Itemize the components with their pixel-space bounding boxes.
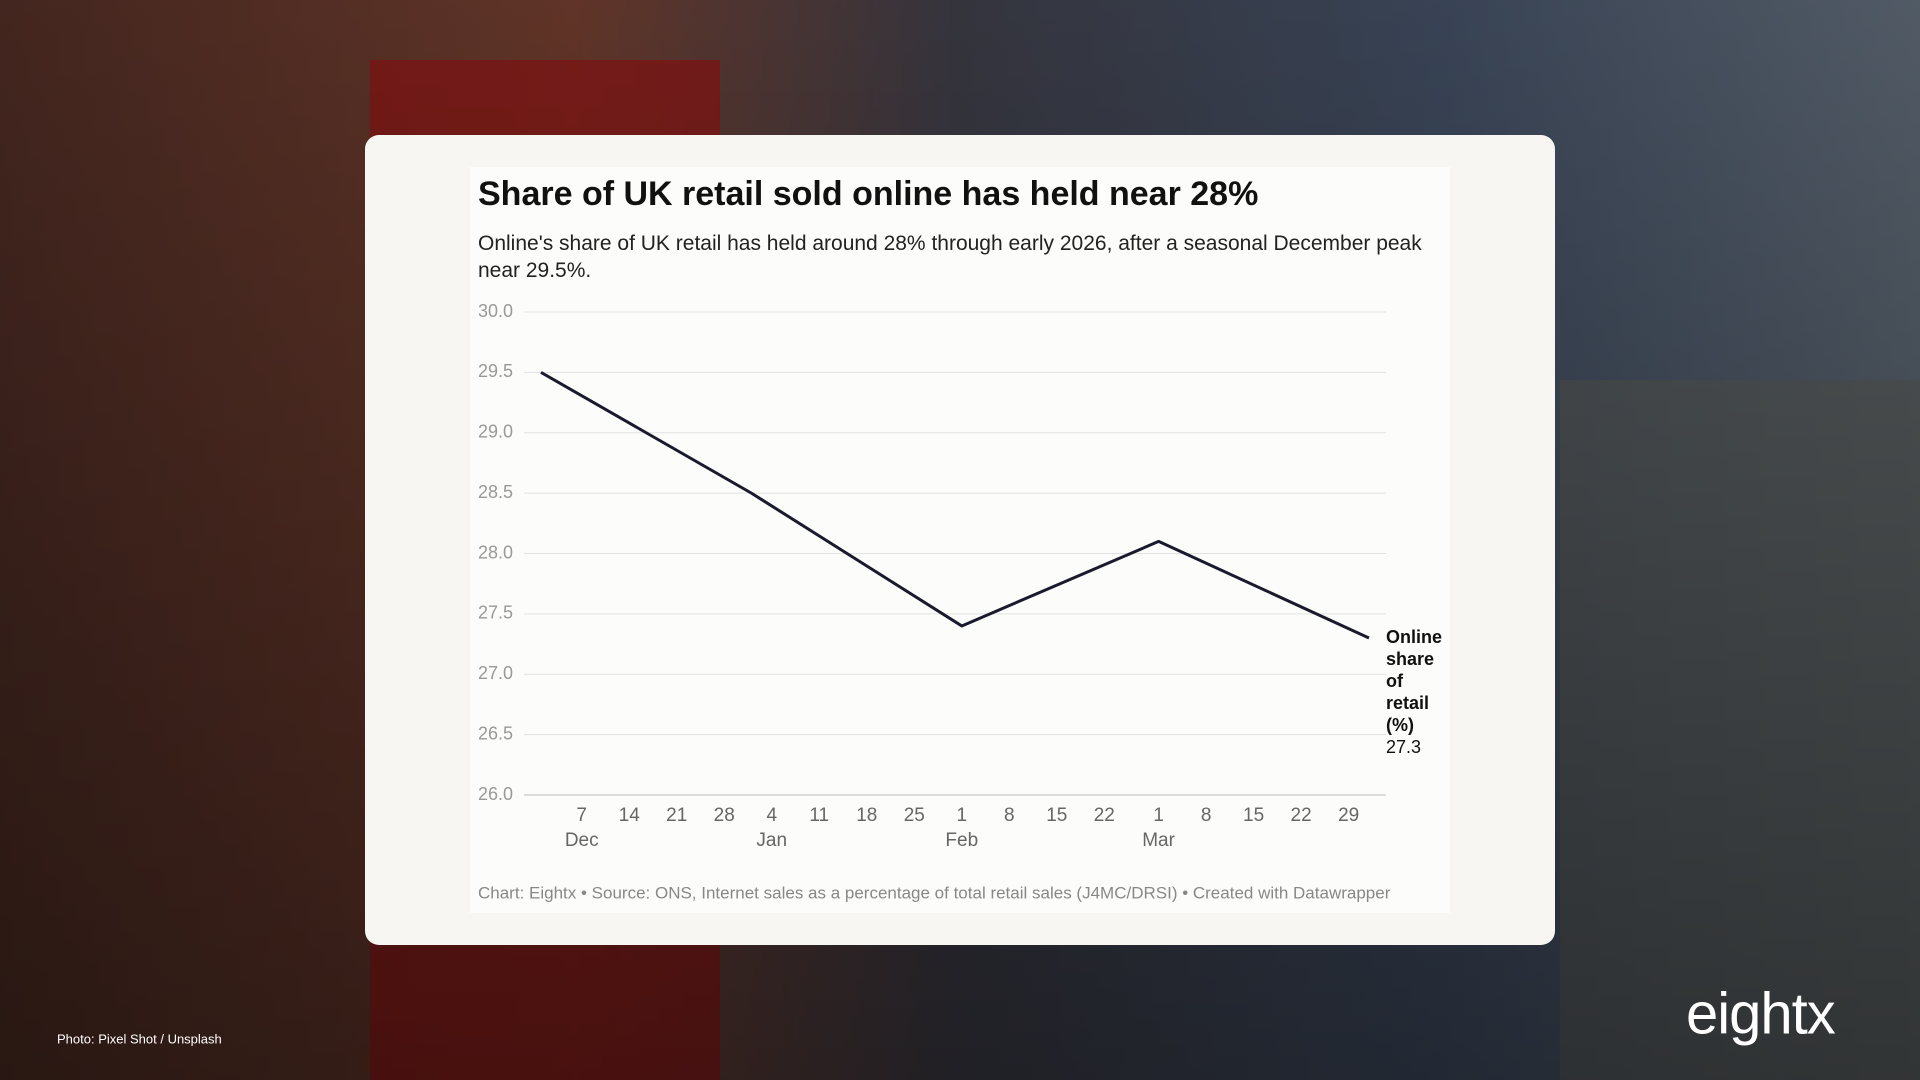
x-tick-label: 22 [1094,805,1115,826]
x-tick-label: 14 [619,805,641,826]
x-tick-label: 8 [1201,805,1212,826]
x-tick-label: 25 [904,805,925,826]
y-tick-label: 27.0 [478,663,513,683]
y-tick-label: 28.5 [478,482,513,502]
end-label-box: Online share of retail (%)27.3 [1386,626,1448,758]
x-tick-label: 11 [809,805,829,826]
brand-logo: eightx [1686,981,1836,1046]
chart-area [470,167,1450,913]
x-month-label: Dec [565,830,599,851]
chart-subtitle: Online's share of UK retail has held aro… [478,232,1422,282]
x-tick-label: 8 [1004,805,1015,826]
x-month-label: Jan [756,830,787,851]
y-tick-label: 26.0 [478,784,513,804]
y-tick-label: 27.5 [478,603,513,623]
data-line [540,371,1370,640]
y-tick-label: 26.5 [478,723,513,743]
series-name: Online share of retail (%) [1386,627,1443,735]
x-tick-label: 7 [576,805,587,826]
x-tick-label: 29 [1338,805,1359,826]
chart-source: Chart: Eightx • Source: ONS, Internet sa… [478,883,1391,902]
x-tick-label: 1 [956,805,967,826]
end-label: Online share of retail (%) 27.3 [1386,626,1448,758]
x-month-label: Feb [945,830,978,851]
chart-title: Share of UK retail sold online has held … [478,175,1258,213]
y-tick-label: 29.5 [478,361,513,381]
x-tick-label: 15 [1046,805,1067,826]
photo-credit: Photo: Pixel Shot / Unsplash [57,1031,222,1046]
x-tick-label: 22 [1291,805,1312,826]
x-tick-label: 18 [856,805,877,826]
y-tick-label: 29.0 [478,422,513,442]
x-tick-label: 1 [1153,805,1164,826]
x-tick-label: 15 [1243,805,1264,826]
value-label: 27.3 [1386,737,1422,757]
subtitle-box: Online's share of UK retail has held aro… [478,232,1422,282]
y-tick-label: 30.0 [478,301,513,321]
x-tick-label: 28 [714,805,735,826]
x-tick-label: 4 [766,805,777,826]
x-month-label: Mar [1142,830,1175,851]
x-tick-label: 21 [666,805,687,826]
y-tick-label: 28.0 [478,542,513,562]
